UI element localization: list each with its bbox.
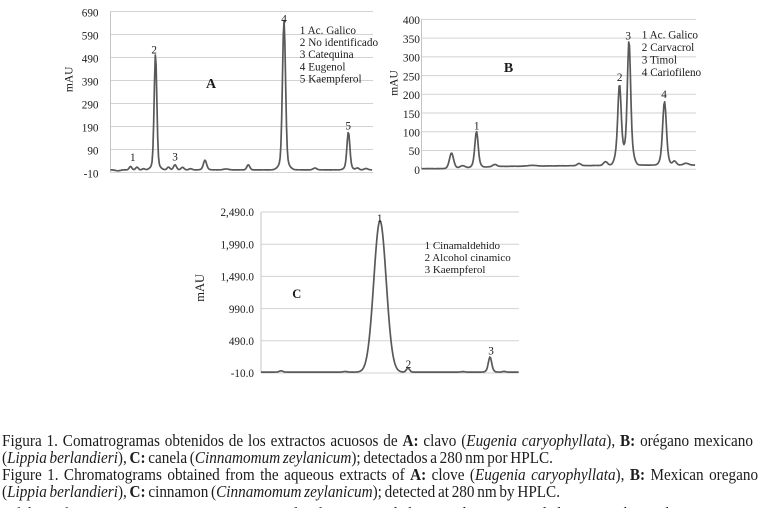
svg-text:1 Ac. Galico: 1 Ac. Galico: [300, 25, 357, 37]
svg-text:1,990.0: 1,990.0: [220, 239, 254, 251]
svg-text:190: 190: [82, 123, 99, 135]
svg-text:690: 690: [82, 8, 99, 20]
svg-text:3 Catequina: 3 Catequina: [300, 49, 354, 61]
svg-text:590: 590: [82, 31, 99, 43]
svg-text:2,490.0: 2,490.0: [220, 207, 254, 219]
svg-text:3 Kaempferol: 3 Kaempferol: [425, 264, 486, 276]
svg-text:100: 100: [403, 128, 420, 140]
svg-text:2 Carvacrol: 2 Carvacrol: [642, 42, 695, 54]
svg-text:0: 0: [414, 165, 420, 177]
svg-text:290: 290: [82, 100, 99, 112]
svg-text:250: 250: [403, 71, 420, 83]
svg-text:5: 5: [345, 121, 351, 133]
svg-text:1: 1: [377, 213, 383, 225]
svg-text:B: B: [504, 61, 513, 76]
svg-text:4: 4: [661, 89, 667, 101]
svg-text:mAU: mAU: [388, 70, 400, 96]
svg-text:90: 90: [87, 146, 99, 158]
svg-text:-10.0: -10.0: [231, 368, 255, 380]
svg-text:490.0: 490.0: [229, 336, 255, 348]
svg-text:4: 4: [281, 14, 287, 26]
svg-text:3: 3: [625, 31, 631, 43]
svg-text:mAU: mAU: [64, 66, 76, 92]
svg-text:300: 300: [403, 53, 420, 65]
svg-text:390: 390: [82, 77, 99, 89]
svg-text:5 Kaempferol: 5 Kaempferol: [300, 74, 362, 86]
svg-text:350: 350: [403, 34, 420, 46]
svg-text:2 Alcohol cinamico: 2 Alcohol cinamico: [425, 252, 512, 264]
svg-text:2: 2: [617, 72, 623, 84]
svg-text:1: 1: [474, 121, 480, 133]
svg-text:3 Timol: 3 Timol: [642, 55, 677, 67]
svg-text:-10: -10: [84, 169, 99, 181]
svg-text:3: 3: [172, 152, 178, 164]
svg-text:C: C: [292, 287, 301, 301]
svg-text:400: 400: [403, 15, 420, 27]
svg-text:1 Cinamaldehido: 1 Cinamaldehido: [425, 240, 501, 252]
svg-text:2: 2: [151, 45, 157, 57]
svg-text:A: A: [206, 77, 217, 92]
svg-text:2 No identificado: 2 No identificado: [300, 37, 379, 49]
svg-text:1,490.0: 1,490.0: [220, 272, 254, 284]
svg-text:200: 200: [403, 90, 420, 102]
svg-text:1 Ac. Galico: 1 Ac. Galico: [642, 30, 699, 42]
svg-text:mAU: mAU: [193, 274, 207, 302]
svg-text:4 Cariofileno: 4 Cariofileno: [642, 67, 702, 79]
svg-text:1: 1: [130, 152, 136, 164]
svg-text:4 Eugenol: 4 Eugenol: [300, 62, 346, 74]
svg-text:3: 3: [488, 346, 494, 358]
svg-text:990.0: 990.0: [229, 304, 255, 316]
svg-text:150: 150: [403, 109, 420, 121]
svg-text:2: 2: [406, 359, 412, 371]
svg-text:490: 490: [82, 54, 99, 66]
svg-text:50: 50: [409, 146, 421, 158]
